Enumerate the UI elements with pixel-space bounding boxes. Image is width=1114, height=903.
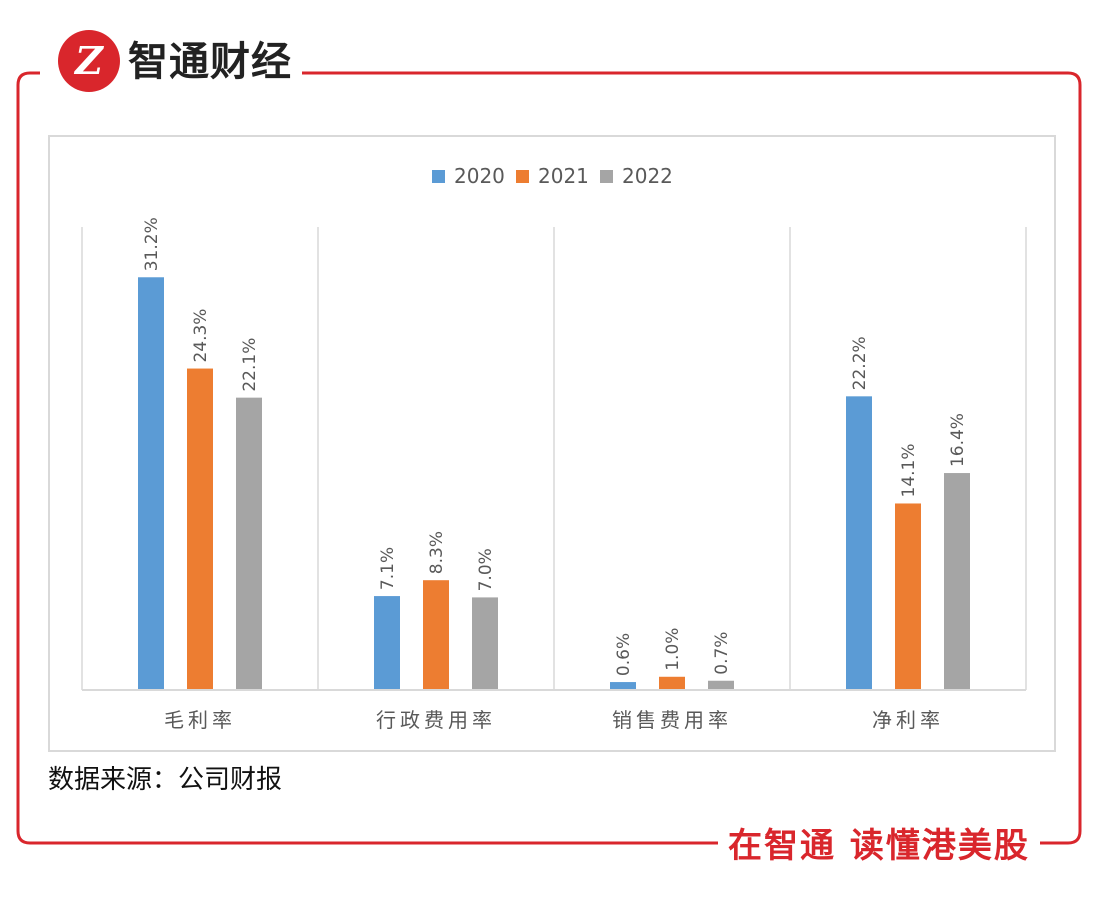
legend-label-2020: 2020	[454, 164, 505, 188]
bar-2021-2	[659, 676, 685, 690]
data-label-2020-1: 7.1%	[378, 547, 398, 590]
legend-label-2022: 2022	[622, 164, 673, 188]
legend-swatch-2020	[432, 170, 445, 183]
bar-chart: 2020 2021 2022 31.2% 24.3% 22.1% 7.1% 8.3% 7.0%…	[81, 164, 1027, 732]
data-labels: 31.2% 24.3% 22.1% 7.1% 8.3% 7.0% 0.6% 1.0% 0.7% 2…	[142, 217, 968, 676]
bar-2022-0	[236, 397, 262, 690]
category-label-0: 毛利率	[164, 708, 236, 732]
data-label-2022-1: 7.0%	[476, 548, 496, 591]
data-label-2020-0: 31.2%	[142, 217, 162, 271]
chart-container: 2020 2021 2022 31.2% 24.3% 22.1% 7.1% 8.3% 7.0%…	[48, 135, 1056, 752]
data-source-note: 数据来源：公司财报	[48, 765, 283, 795]
legend-swatch-2021	[516, 170, 529, 183]
data-label-2021-3: 14.1%	[899, 443, 919, 497]
bar-2020-2	[610, 682, 636, 690]
bar-2020-1	[374, 596, 400, 690]
chart-legend: 2020 2021 2022	[432, 164, 673, 188]
bar-2022-1	[472, 597, 498, 690]
bar-2020-0	[138, 277, 164, 690]
data-label-2021-0: 24.3%	[191, 309, 211, 363]
frame-border	[16, 71, 1082, 845]
bar-2021-0	[187, 368, 213, 690]
data-label-2022-0: 22.1%	[240, 338, 260, 392]
bar-2020-3	[846, 396, 872, 690]
category-label-3: 净利率	[872, 708, 944, 732]
data-label-2020-3: 22.2%	[850, 336, 870, 390]
chart-bars	[138, 277, 970, 690]
data-label-2020-2: 0.6%	[614, 633, 634, 676]
logo-mark: Z	[75, 38, 103, 83]
bar-2021-3	[895, 503, 921, 690]
category-label-2: 销售费用率	[612, 708, 732, 732]
data-label-2021-2: 1.0%	[663, 628, 683, 671]
bar-2021-1	[423, 580, 449, 690]
category-separators	[81, 227, 1027, 690]
brand-name: 智通财经	[128, 38, 302, 86]
data-label-2022-2: 0.7%	[712, 632, 732, 675]
brand-logo-icon: Z	[58, 30, 120, 92]
bar-2022-2	[708, 680, 734, 690]
category-label-1: 行政费用率	[376, 708, 496, 732]
legend-swatch-2022	[600, 170, 613, 183]
category-labels: 毛利率 行政费用率 销售费用率 净利率	[164, 708, 944, 732]
bar-2022-3	[944, 473, 970, 690]
data-label-2021-1: 8.3%	[427, 531, 447, 574]
legend-label-2021: 2021	[538, 164, 589, 188]
data-label-2022-3: 16.4%	[948, 413, 968, 467]
footer-slogan: 在智通 读懂港美股	[718, 824, 1040, 868]
